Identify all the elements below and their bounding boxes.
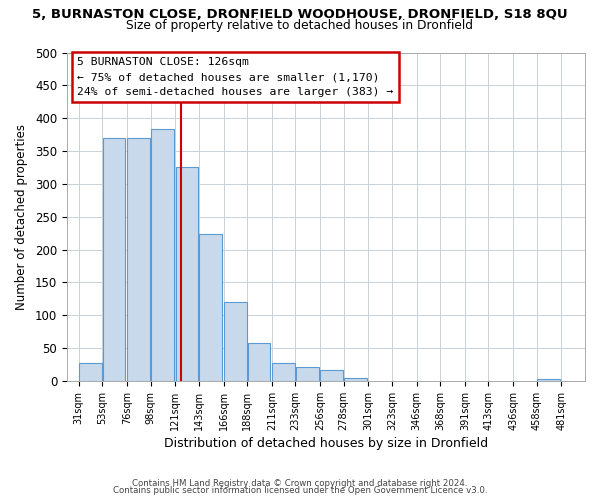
Text: Contains HM Land Registry data © Crown copyright and database right 2024.: Contains HM Land Registry data © Crown c… <box>132 478 468 488</box>
Bar <box>320 370 343 381</box>
Bar <box>248 343 270 381</box>
Bar <box>127 138 150 381</box>
Bar <box>344 378 367 381</box>
Text: Contains public sector information licensed under the Open Government Licence v3: Contains public sector information licen… <box>113 486 487 495</box>
Bar <box>151 130 174 381</box>
Bar <box>176 168 199 381</box>
Bar <box>103 138 125 381</box>
Bar <box>199 234 222 381</box>
X-axis label: Distribution of detached houses by size in Dronfield: Distribution of detached houses by size … <box>164 437 488 450</box>
Text: Size of property relative to detached houses in Dronfield: Size of property relative to detached ho… <box>127 18 473 32</box>
Bar <box>79 363 102 381</box>
Bar <box>272 363 295 381</box>
Y-axis label: Number of detached properties: Number of detached properties <box>15 124 28 310</box>
Bar <box>224 302 247 381</box>
Bar <box>296 366 319 381</box>
Text: 5, BURNASTON CLOSE, DRONFIELD WOODHOUSE, DRONFIELD, S18 8QU: 5, BURNASTON CLOSE, DRONFIELD WOODHOUSE,… <box>32 8 568 20</box>
Text: 5 BURNASTON CLOSE: 126sqm
← 75% of detached houses are smaller (1,170)
24% of se: 5 BURNASTON CLOSE: 126sqm ← 75% of detac… <box>77 58 394 97</box>
Bar <box>537 379 560 381</box>
